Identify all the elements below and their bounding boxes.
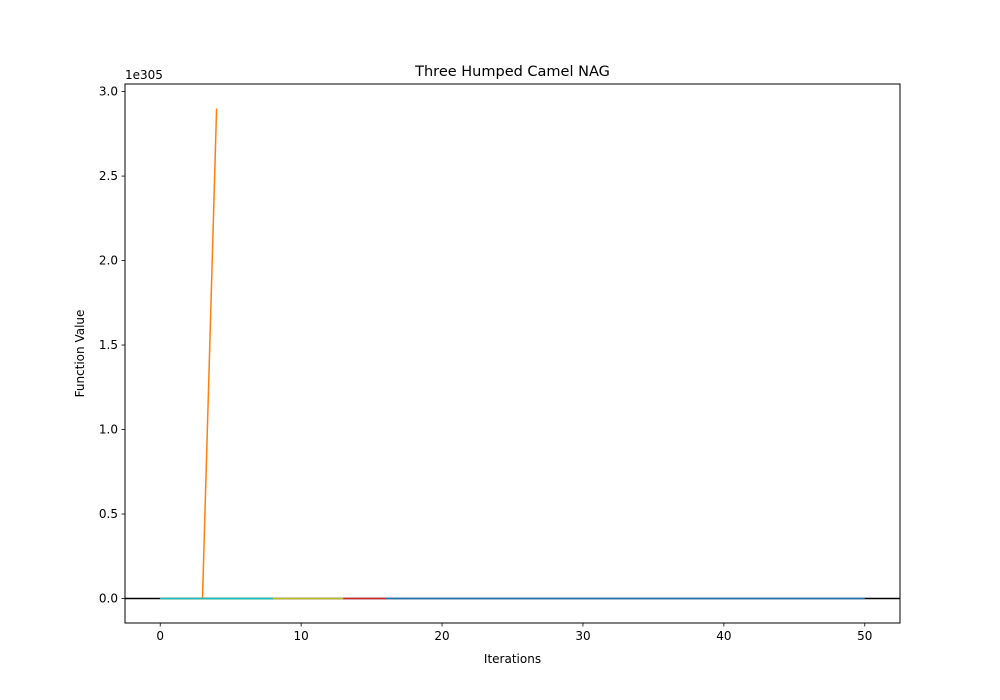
y-tick-label: 2.5 — [99, 169, 118, 183]
y-tick-label: 3.0 — [99, 85, 118, 99]
series-line-1 — [160, 108, 218, 600]
x-ticks: 0 10 20 30 40 50 — [156, 623, 872, 643]
x-tick-label: 20 — [434, 629, 449, 643]
y-ticks: 0.0 0.5 1.0 1.5 2.0 2.5 3.0 — [99, 85, 125, 606]
y-tick-label: 1.5 — [99, 338, 118, 352]
y-offset-text: 1e305 — [125, 68, 163, 82]
y-tick-label: 2.0 — [99, 254, 118, 268]
y-tick-label: 1.0 — [99, 423, 118, 437]
x-tick-label: 0 — [156, 629, 164, 643]
series-layer — [125, 108, 900, 600]
chart-title: Three Humped Camel NAG — [414, 64, 610, 80]
y-tick-label: 0.5 — [99, 507, 118, 521]
y-axis-label: Function Value — [73, 310, 87, 398]
x-tick-label: 50 — [857, 629, 872, 643]
x-tick-label: 30 — [575, 629, 590, 643]
x-axis-label: Iterations — [484, 652, 541, 666]
x-tick-label: 10 — [293, 629, 308, 643]
x-tick-label: 40 — [716, 629, 731, 643]
plot-frame — [124, 83, 901, 624]
y-tick-label: 0.0 — [99, 592, 118, 606]
